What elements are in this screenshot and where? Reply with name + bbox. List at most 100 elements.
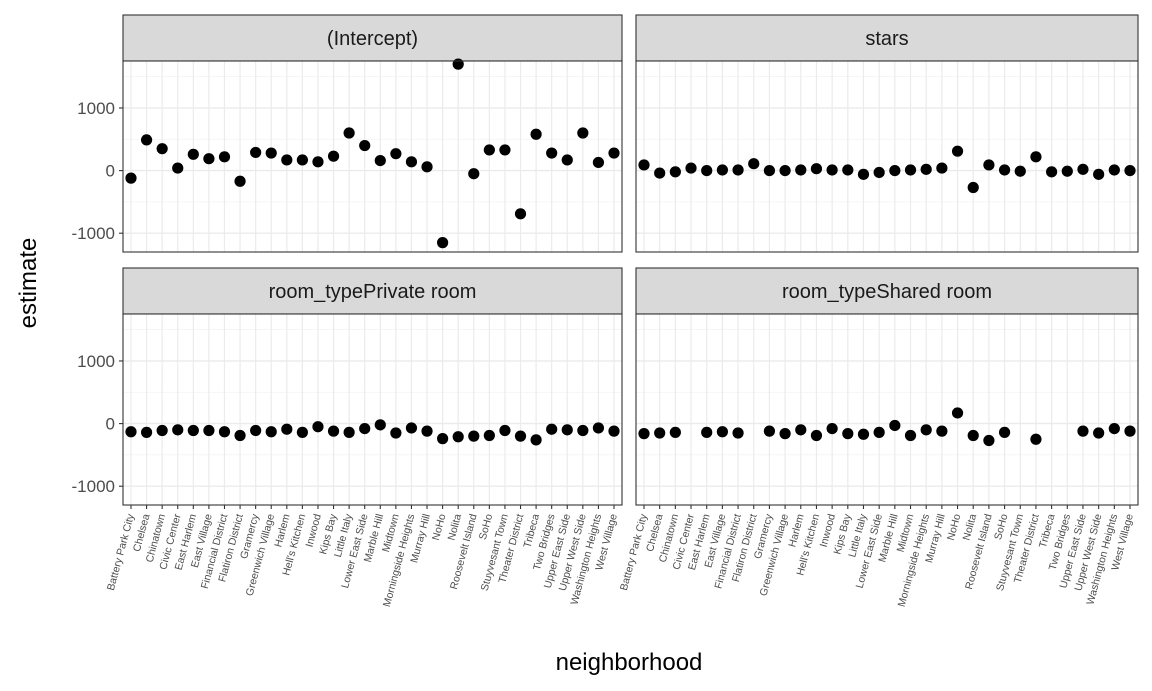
data-point	[842, 164, 854, 176]
data-point	[140, 426, 153, 438]
data-point	[654, 167, 666, 179]
data-point	[172, 424, 184, 436]
data-point	[125, 426, 137, 438]
data-point	[265, 426, 277, 438]
data-point	[716, 164, 728, 176]
panel-background	[123, 314, 622, 505]
data-point	[1124, 164, 1136, 177]
data-point	[748, 158, 760, 170]
data-point	[685, 162, 697, 174]
facet-strip	[122, 267, 623, 315]
data-point	[546, 147, 558, 159]
data-point	[156, 143, 168, 155]
data-point	[638, 159, 650, 171]
data-point	[359, 423, 371, 435]
data-point	[561, 154, 573, 166]
data-point	[296, 154, 308, 166]
data-point	[499, 424, 511, 437]
data-point	[514, 208, 527, 220]
data-point	[561, 424, 573, 436]
data-point	[826, 164, 838, 176]
facet-strip	[122, 14, 623, 62]
data-point	[920, 163, 932, 175]
data-point	[140, 134, 153, 146]
data-point	[234, 175, 246, 187]
data-point	[654, 427, 666, 439]
data-point	[483, 429, 495, 442]
data-point	[530, 128, 542, 140]
panel-border	[122, 60, 623, 253]
data-point	[187, 424, 199, 437]
y-tick-label: 0	[106, 162, 115, 181]
data-point	[452, 431, 464, 443]
data-point	[405, 156, 418, 168]
y-tick-label: 0	[106, 415, 115, 434]
data-point	[951, 145, 964, 157]
x-tick-label: Battery Park City	[105, 512, 137, 592]
data-point	[983, 434, 995, 447]
data-point	[546, 423, 558, 435]
data-point	[1093, 427, 1105, 439]
data-point	[203, 424, 215, 437]
data-point	[873, 426, 885, 438]
y-tick-label: 1000	[77, 352, 115, 371]
data-point	[592, 156, 605, 169]
y-axis-title: estimate	[15, 238, 42, 329]
data-point	[359, 139, 371, 152]
data-point	[437, 237, 449, 249]
y-tick-label: -1000	[72, 477, 115, 496]
data-point	[763, 425, 776, 437]
data-point	[281, 423, 293, 435]
data-point	[951, 407, 964, 419]
facet-strip-label: stars	[865, 28, 908, 50]
data-point	[1061, 165, 1073, 177]
data-point	[452, 58, 464, 70]
data-point	[514, 430, 527, 442]
data-point	[265, 147, 277, 159]
data-point	[1030, 433, 1042, 445]
data-point	[608, 147, 620, 159]
data-point	[998, 164, 1011, 176]
data-point	[779, 428, 791, 440]
facet-strip-label: room_typeShared room	[782, 281, 992, 303]
data-point	[281, 154, 293, 166]
panel-border	[122, 313, 623, 506]
data-point	[1093, 168, 1105, 180]
data-point	[405, 422, 418, 434]
x-axis-title: neighborhood	[556, 649, 703, 676]
data-point	[873, 166, 885, 179]
data-point	[701, 426, 713, 438]
data-point	[374, 154, 386, 167]
data-point	[983, 159, 995, 171]
panels-layer: (Intercept) -1000 0 1000 stars room_typePriva…	[72, 14, 1139, 608]
data-point	[250, 146, 262, 159]
data-point	[1124, 425, 1136, 437]
data-point	[234, 429, 246, 442]
data-point	[483, 144, 495, 156]
data-point	[1108, 423, 1120, 435]
data-point	[577, 127, 589, 139]
data-point	[889, 164, 901, 177]
data-point	[967, 181, 979, 194]
data-point	[936, 425, 948, 437]
data-point	[390, 427, 402, 439]
data-point	[810, 163, 823, 175]
facet-panel: stars	[635, 14, 1139, 253]
y-tick-label: -1000	[72, 224, 115, 243]
data-point	[172, 162, 184, 174]
data-point	[468, 168, 480, 180]
panel-border	[635, 60, 1139, 253]
data-point	[904, 429, 917, 442]
data-point	[499, 144, 511, 156]
data-point	[187, 148, 199, 160]
data-point	[779, 164, 791, 177]
data-point	[669, 166, 681, 178]
data-point	[250, 424, 262, 437]
data-point	[1108, 164, 1120, 176]
data-point	[889, 419, 901, 432]
data-point	[1014, 165, 1026, 177]
data-point	[904, 164, 917, 176]
facet-strip	[635, 14, 1139, 62]
